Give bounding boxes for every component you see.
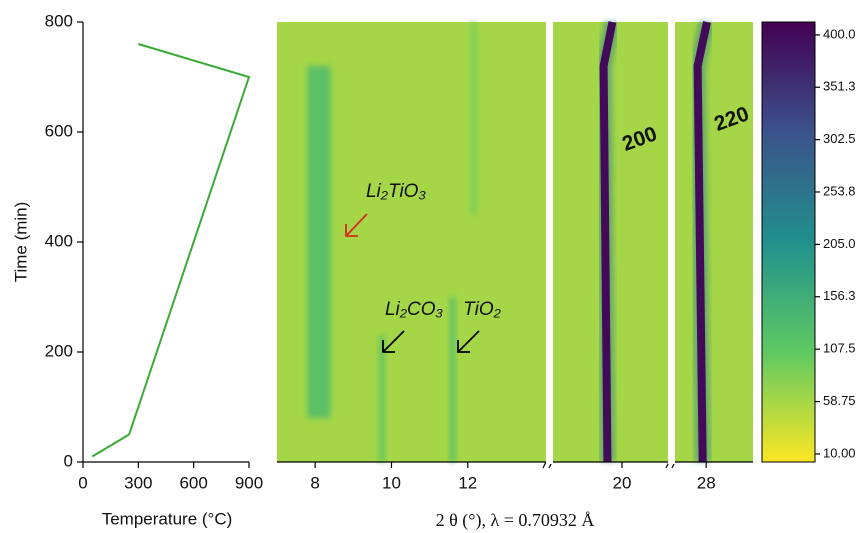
annotation-arrowhead xyxy=(457,340,470,353)
x-tick-label: 8 xyxy=(310,473,319,492)
y-tick-label: 200 xyxy=(45,341,73,360)
x-tick-label: 900 xyxy=(235,473,263,492)
peak-trace xyxy=(693,21,711,463)
annotation: Li₂CO₃ xyxy=(385,299,444,320)
heatmap-background xyxy=(675,22,753,462)
colorbar-tick-label: 58.75 xyxy=(823,393,856,408)
x-tick-label: 600 xyxy=(179,473,207,492)
y-tick-label: 800 xyxy=(45,11,73,30)
y-tick-label: 600 xyxy=(45,121,73,140)
diffraction-band xyxy=(307,66,331,418)
annotation-arrowhead xyxy=(382,340,395,353)
annotation-arrowhead xyxy=(345,224,358,237)
colorbar xyxy=(761,21,816,463)
diffraction-band xyxy=(379,335,385,462)
y-tick-label: 400 xyxy=(45,231,73,250)
axis-frame xyxy=(82,22,249,463)
colorbar-tick-label: 302.5 xyxy=(823,131,856,146)
diffraction-band xyxy=(470,22,477,215)
annotation-arrow xyxy=(457,330,480,353)
colorbar-tick-label: 205.0 xyxy=(823,236,856,251)
x-tick-label: 20 xyxy=(613,473,632,492)
y-axis-title: Time (min) xyxy=(11,202,30,283)
peak-trace xyxy=(599,21,617,463)
x-tick-label: 0 xyxy=(78,473,87,492)
x-tick-label: 300 xyxy=(124,473,152,492)
diffraction-band xyxy=(449,297,456,462)
colorbar-tick-label: 400.0 xyxy=(823,26,856,41)
annotation-arrow xyxy=(382,330,405,353)
annotation-arrow xyxy=(345,213,368,237)
temperature-line xyxy=(91,43,251,458)
x-tick-label: 28 xyxy=(697,473,716,492)
x-tick-label: 10 xyxy=(382,473,401,492)
colorbar-tick-label: 156.3 xyxy=(823,288,856,303)
y-tick-label: 0 xyxy=(64,451,73,470)
annotation: TiO₂ xyxy=(463,299,501,320)
heatmap-panel xyxy=(675,22,753,462)
x-axis-title: 2 θ (°), λ = 0.70932 Å xyxy=(436,510,595,531)
panel-gap xyxy=(546,20,553,464)
x-axis-title: Temperature (°C) xyxy=(102,509,233,528)
panel-gap xyxy=(668,20,675,464)
x-tick-label: 12 xyxy=(458,473,477,492)
colorbar-tick-label: 10.00 xyxy=(823,445,856,460)
colorbar-tick-label: 107.5 xyxy=(823,341,856,356)
colorbar-tick-label: 351.3 xyxy=(823,79,856,94)
colorbar-tick-label: 253.8 xyxy=(823,183,856,198)
annotation: Li₂TiO₃ xyxy=(366,181,426,202)
